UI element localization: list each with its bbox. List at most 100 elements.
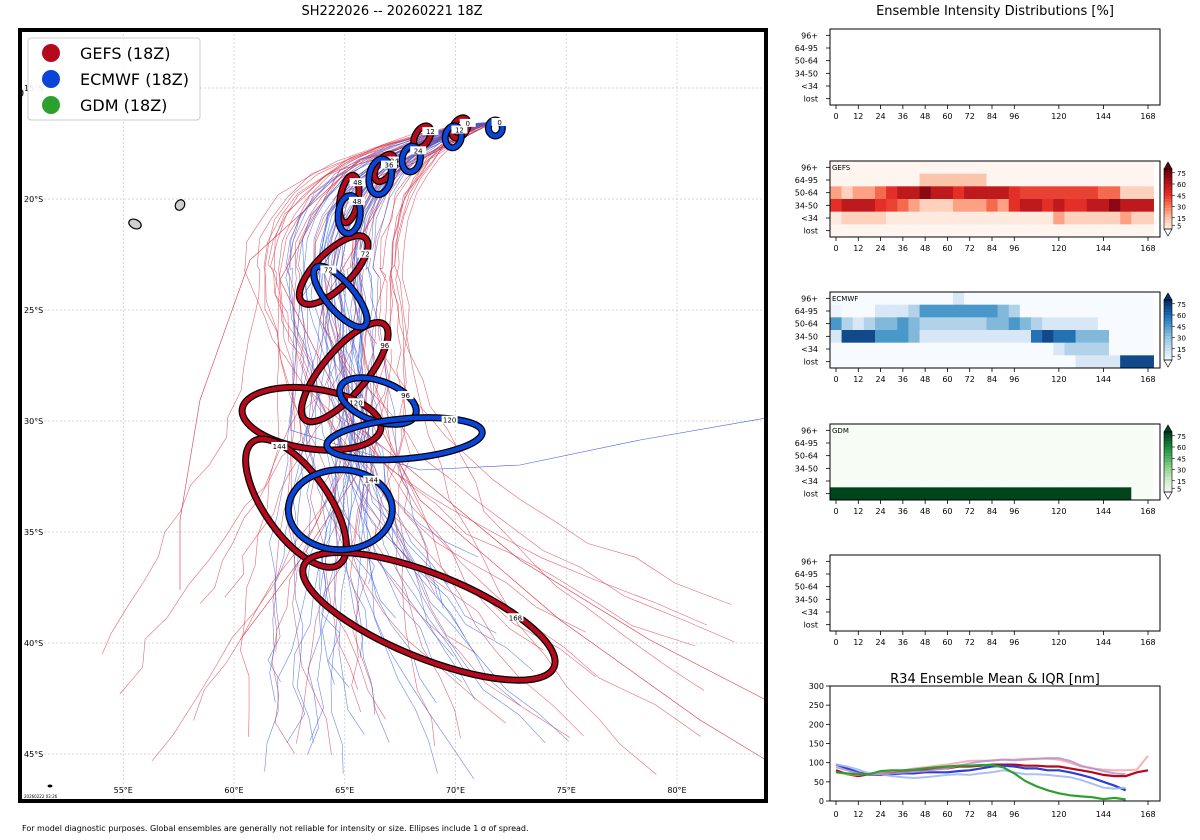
heatmap-cell <box>1031 330 1043 344</box>
map-plot-area: 0122448729612014416801224364872961201445… <box>20 30 766 801</box>
heatmap-cell <box>830 186 842 200</box>
colorbar-segment <box>1164 205 1172 209</box>
panel-y-label: lost <box>804 95 818 104</box>
heatmap-cell <box>930 199 943 213</box>
heatmap-cell <box>1042 436 1054 450</box>
panel-y-label: 96+ <box>801 163 818 172</box>
heatmap-cell <box>830 161 842 175</box>
heatmap-cell <box>1131 462 1143 476</box>
heatmap-cell <box>986 355 998 369</box>
heatmap-cell <box>1097 173 1110 187</box>
ellipse-label-bg <box>320 265 337 274</box>
heatmap-cell <box>941 436 954 450</box>
heatmap-cell <box>930 355 943 369</box>
panel-x-label: 60 <box>942 244 952 253</box>
panel-y-label: 50-64 <box>795 452 818 461</box>
panel-model-label: GEFS <box>832 164 851 172</box>
heatmap-cell <box>1019 199 1032 213</box>
heatmap-cell <box>1086 462 1099 476</box>
heatmap-cell <box>1053 161 1065 175</box>
heatmap-cell <box>953 186 965 200</box>
heatmap-cell <box>1053 186 1065 200</box>
heatmap-cell <box>1086 292 1099 306</box>
heatmap-cell <box>941 186 954 200</box>
heatmap-cell <box>852 199 865 213</box>
ensemble-track <box>295 121 495 744</box>
colorbar-segment <box>1164 187 1172 191</box>
colorbar-segment <box>1164 193 1172 197</box>
heatmap-cell <box>1131 292 1143 306</box>
ensemble-track <box>394 121 657 775</box>
heatmap-cell <box>1120 462 1132 476</box>
heatmap-cell <box>1042 487 1054 501</box>
colorbar-segment <box>1164 327 1172 331</box>
heatmap-cell <box>1075 173 1088 187</box>
heatmap-cell <box>1008 292 1021 306</box>
heatmap-cell <box>1086 424 1099 438</box>
panel-x-label: 84 <box>987 507 997 516</box>
panel-x-label: 168 <box>1140 375 1155 384</box>
heatmap-cell <box>919 342 932 356</box>
colorbar-frame <box>1163 168 1173 230</box>
heatmap-cell <box>930 342 943 356</box>
lat-tick-label: 40°S <box>24 639 43 648</box>
lon-tick-label: 60°E <box>224 786 243 795</box>
heatmap-cell <box>1097 487 1110 501</box>
heatmap-cell <box>1064 355 1076 369</box>
heatmap-cell <box>1097 304 1110 318</box>
heatmap-cell <box>1097 342 1110 356</box>
colorbar-tick-label: 75 <box>1177 433 1186 441</box>
heatmap-cell <box>953 199 965 213</box>
heatmap-cell <box>919 449 932 463</box>
heatmap-cell <box>830 436 842 450</box>
heatmap-cell <box>830 462 842 476</box>
ellipse-ring <box>299 320 391 424</box>
heatmap-cell <box>1086 199 1099 213</box>
panel-x-label: 120 <box>1051 375 1066 384</box>
heatmap-cell <box>863 342 876 356</box>
panel-x-label: 120 <box>1051 507 1066 516</box>
heatmap-cell <box>1008 211 1021 225</box>
colorbar-segment <box>1164 441 1172 445</box>
heatmap-cell <box>908 342 920 356</box>
heatmap-cell <box>863 292 876 306</box>
heatmap-cell <box>841 173 854 187</box>
heatmap-cell <box>1031 186 1043 200</box>
heatmap-cell <box>875 317 887 331</box>
heatmap-cell <box>1008 342 1021 356</box>
colorbar-segment <box>1164 489 1172 493</box>
heatmap-cell <box>1064 292 1076 306</box>
heatmap-cell <box>919 355 932 369</box>
heatmap-cell <box>830 342 842 356</box>
heatmap-cell <box>1042 355 1054 369</box>
heatmap-cell <box>953 487 965 501</box>
heatmap-cell <box>852 474 865 488</box>
panel-y-label: 64-95 <box>795 44 818 53</box>
heatmap-cell <box>1120 173 1132 187</box>
heatmap-cell <box>1031 161 1043 175</box>
colorbar-tick-label: 45 <box>1177 192 1186 200</box>
heatmap-cell <box>997 224 1010 238</box>
panel-x-label: 96 <box>1009 112 1019 121</box>
colorbar-segment <box>1164 339 1172 343</box>
heatmap-cell <box>1031 317 1043 331</box>
panel-x-label: 72 <box>965 244 975 253</box>
heatmap-cell <box>1097 355 1110 369</box>
panel-x-label: 48 <box>920 375 930 384</box>
colorbar-tick-label: 45 <box>1177 455 1186 463</box>
r34-x-label: 144 <box>1096 810 1111 819</box>
heatmap-cell <box>852 292 865 306</box>
heatmap-cell <box>941 330 954 344</box>
heatmap-cell <box>852 317 865 331</box>
ellipse-label-bg <box>507 613 524 622</box>
heatmap-cell <box>1064 199 1076 213</box>
r34-y-label: 50 <box>814 778 824 787</box>
colorbar-tick-label: 30 <box>1177 467 1186 475</box>
colorbar-segment <box>1164 169 1172 173</box>
heatmap-cell <box>1031 304 1043 318</box>
heatmap-cell <box>919 436 932 450</box>
heatmap-cell <box>1142 173 1154 187</box>
colorbar-segment <box>1164 315 1172 319</box>
heatmap-cell <box>1008 199 1021 213</box>
colorbar-segment <box>1164 483 1172 487</box>
